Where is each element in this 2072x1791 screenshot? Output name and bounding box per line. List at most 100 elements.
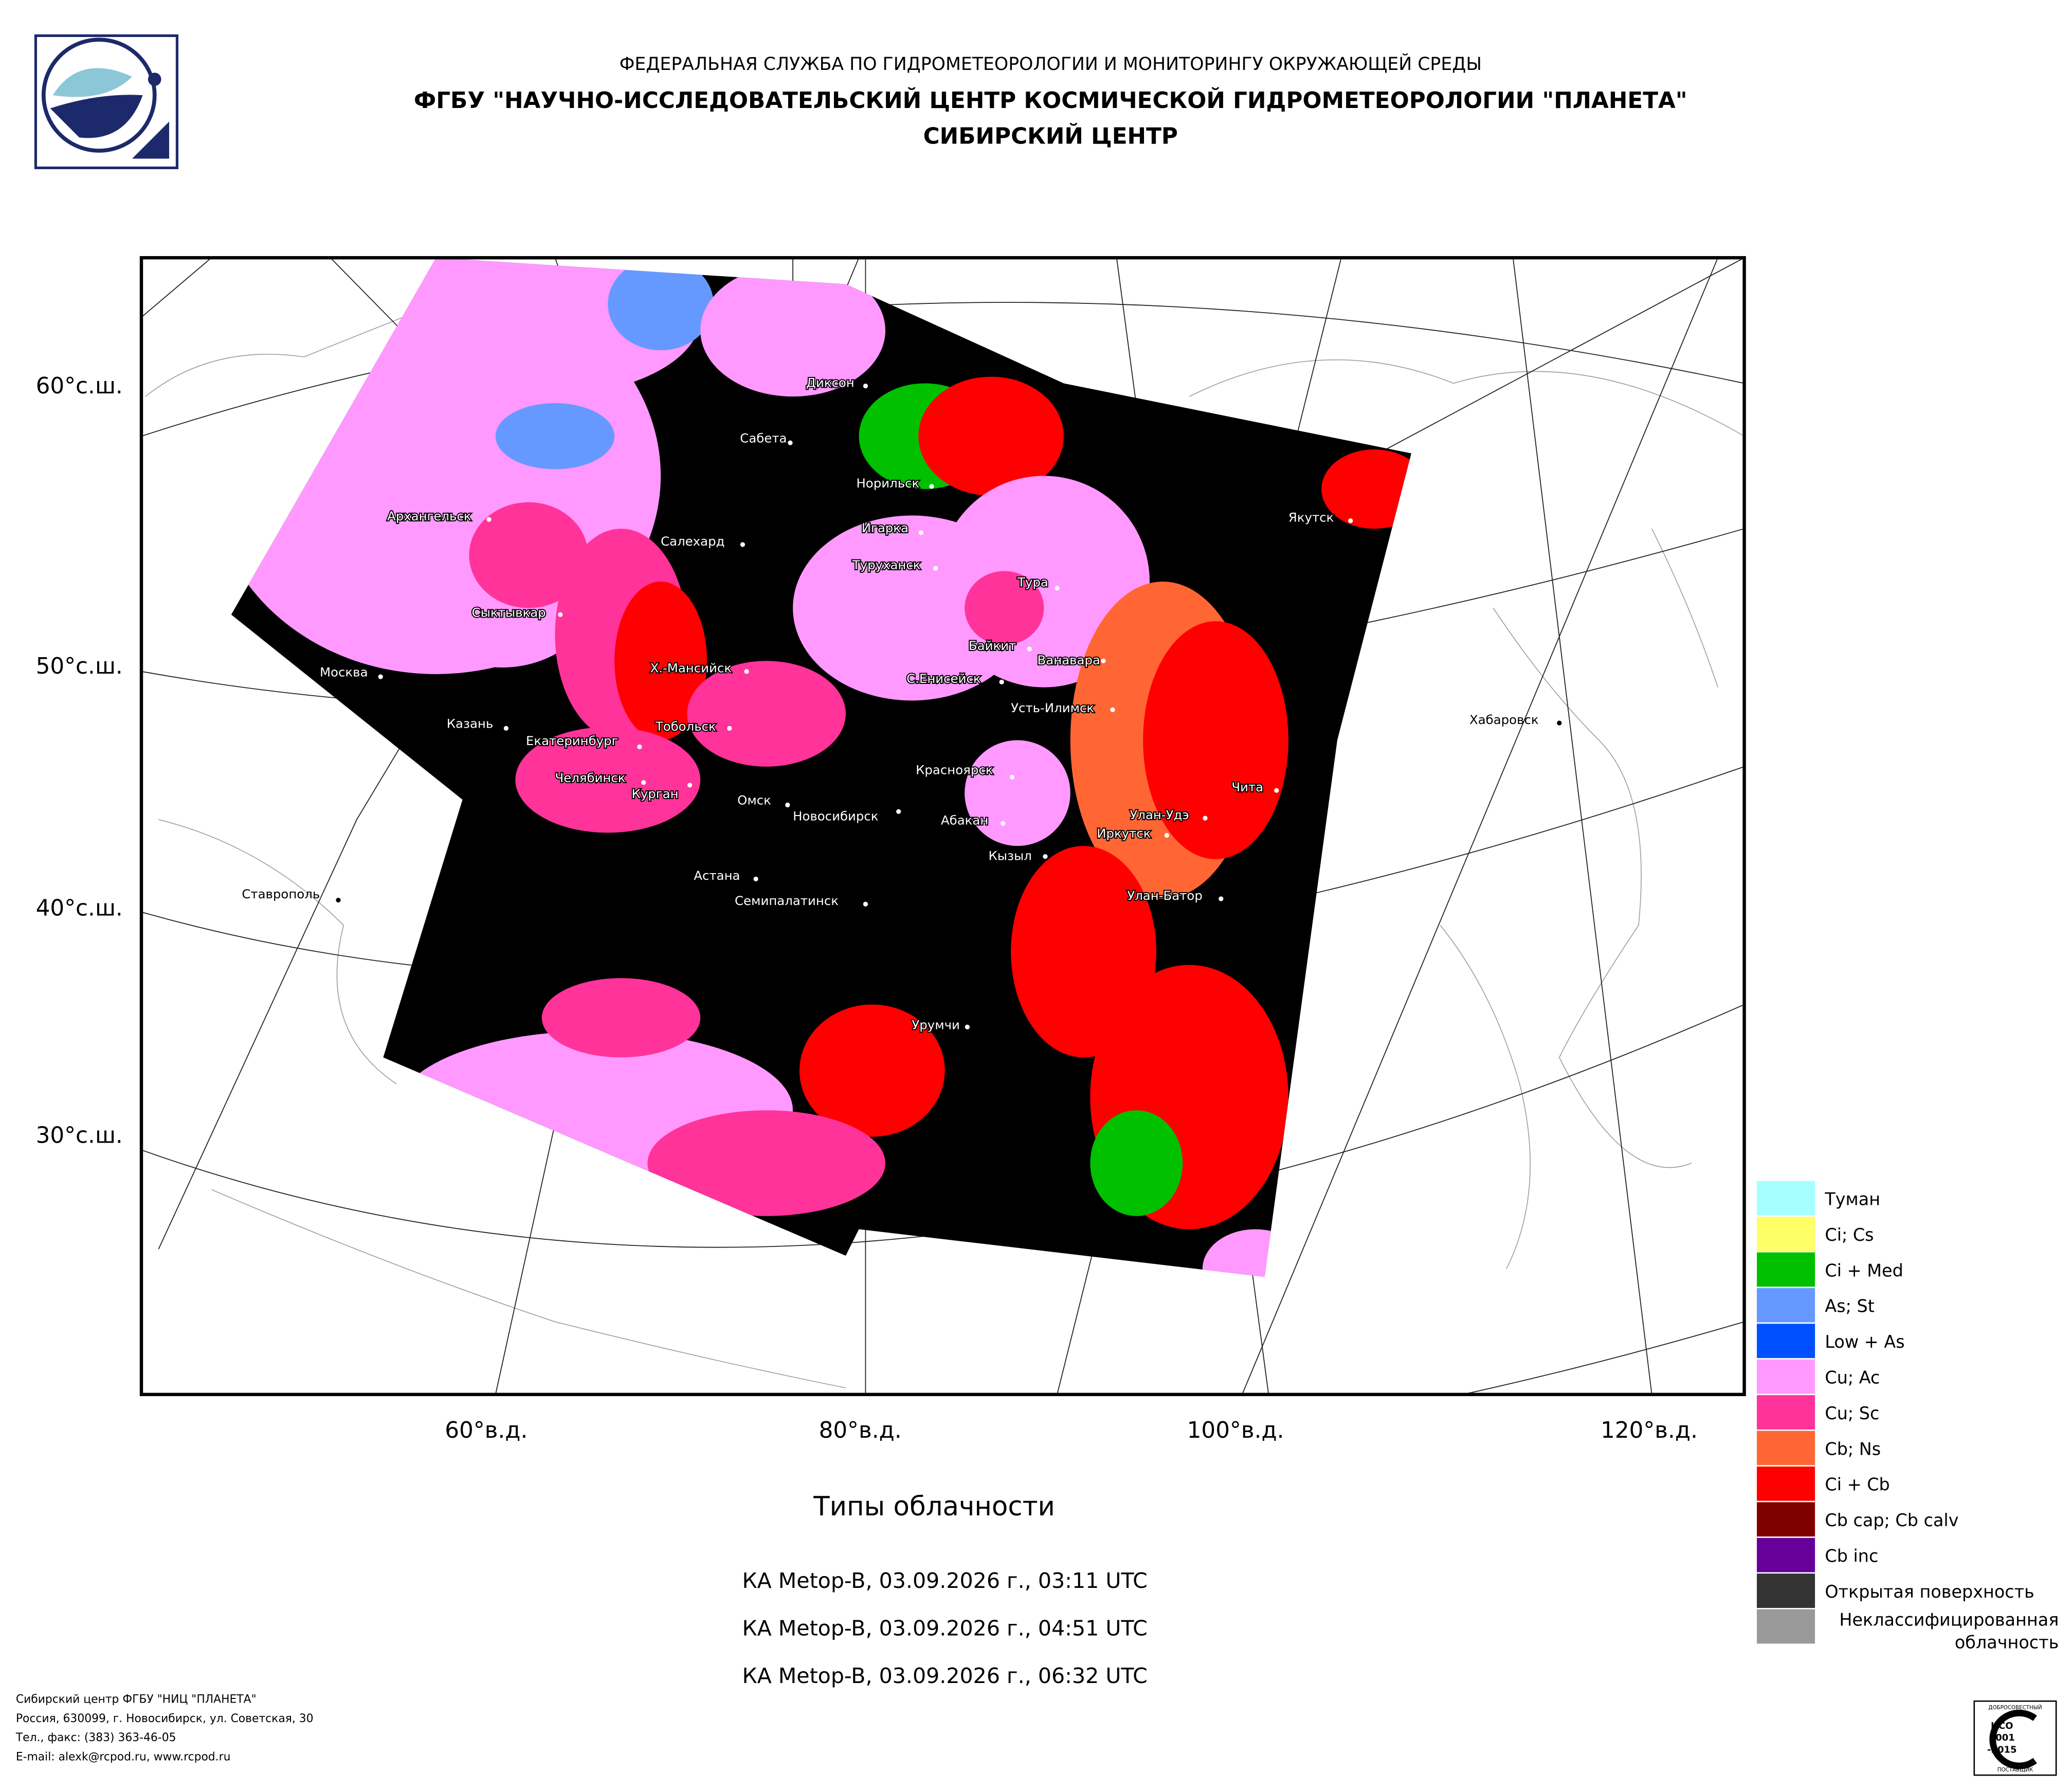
city-dot <box>1010 774 1015 780</box>
pass-line: КА Metop-B, 03.09.2026 г., 03:11 UTC <box>742 1568 1147 1593</box>
lat-label: 30°с.ш. <box>36 1123 123 1149</box>
city-label: Урумчи <box>912 1018 960 1033</box>
city-label: Чита <box>1231 780 1263 794</box>
lon-label: 100°в.д. <box>1187 1417 1284 1443</box>
city-label: Новосибирск <box>793 809 878 824</box>
legend-swatch <box>1755 1287 1816 1324</box>
legend-swatch <box>1755 1536 1816 1574</box>
city-label: Туруханск <box>852 557 921 572</box>
city-dot <box>1055 586 1060 591</box>
cert-year: -2015 <box>1987 1744 2017 1755</box>
city-dot <box>1557 720 1562 726</box>
city-dot <box>1164 833 1170 838</box>
city-dot <box>1110 707 1115 712</box>
legend-swatch <box>1755 1215 1816 1253</box>
city-dot <box>744 669 749 674</box>
city-dot <box>1348 518 1353 523</box>
city-label: Кызыл <box>988 848 1031 863</box>
header-center: ФГБУ "НАУЧНО-ИССЛЕДОВАТЕЛЬСКИЙ ЦЕНТР КОС… <box>414 86 1687 114</box>
city-label: Ванавара <box>1038 653 1100 667</box>
city-dot <box>1101 658 1106 663</box>
lat-label: 60°с.ш. <box>36 373 123 399</box>
legend-swatch <box>1755 1607 1816 1645</box>
city-dot <box>929 484 934 489</box>
city-label: Абакан <box>941 812 988 827</box>
city-dot <box>558 612 563 617</box>
cert-number: 9001 <box>1989 1732 2015 1743</box>
legend-swatch <box>1755 1394 1816 1431</box>
city-label: Омск <box>737 793 771 808</box>
map: Диксон Сабета Норильск Игарка Туруханск Салех… <box>141 258 1744 1395</box>
city-label: Сыктывкар <box>472 605 546 620</box>
city-dot <box>687 783 693 788</box>
legend-swatch <box>1755 1429 1816 1467</box>
legend-label: Туман <box>1824 1189 1880 1209</box>
lon-label: 80°в.д. <box>819 1417 902 1443</box>
footer-line: E-mail: alexk@rcpod.ru, www.rcpod.ru <box>16 1750 231 1763</box>
logo <box>34 34 178 170</box>
city-label: Екатеринбург <box>526 733 618 748</box>
city-dot <box>1001 821 1006 826</box>
city-dot <box>503 726 508 731</box>
legend-label: As; St <box>1825 1296 1874 1316</box>
city-label: Иркутск <box>1097 826 1151 841</box>
city-dot <box>1043 854 1048 859</box>
legend-swatch <box>1755 1500 1816 1538</box>
city-label: Хабаровск <box>1469 712 1539 727</box>
satellite-swath <box>231 258 1411 1277</box>
legend-swatch <box>1755 1465 1816 1503</box>
city-label: Усть-Илимск <box>1011 700 1094 715</box>
axis-labels: 60°с.ш. 50°с.ш. 40°с.ш. 30°с.ш. 60°в.д. 80°в.… <box>36 373 1698 1443</box>
city-label: Челябинск <box>555 770 625 785</box>
cert-bottom: ПОСТАВЩИК <box>1997 1767 2033 1773</box>
legend-swatch <box>1755 1322 1816 1360</box>
map-frame <box>139 256 1746 1397</box>
city-label: Улан-Удэ <box>1130 807 1189 822</box>
header-branch: СИБИРСКИЙ ЦЕНТР <box>923 122 1178 149</box>
city-label: Красноярск <box>916 763 993 777</box>
city-label: Салехард <box>661 534 724 549</box>
city-dot <box>486 517 492 522</box>
city-label: Диксон <box>806 375 855 390</box>
city-dot <box>641 780 646 785</box>
lat-label: 40°с.ш. <box>36 895 123 921</box>
city-label: Норильск <box>856 476 919 491</box>
legend-label: Cb inc <box>1825 1546 1878 1566</box>
city-label: Якутск <box>1288 510 1334 525</box>
legend: Туман Ci; Cs Ci + Med As; St Low + As Cu; Ac C… <box>1755 1180 2059 1654</box>
lat-label: 50°с.ш. <box>36 653 123 679</box>
city-label: С.Енисейск <box>906 671 980 686</box>
city-dot <box>863 383 868 389</box>
city-dot <box>1274 788 1279 793</box>
pass-list: КА Metop-B, 03.09.2026 г., 03:11 UTC КА M… <box>742 1568 1147 1688</box>
certificate: ДОБРОСОВЕСТНЫЙ ИСО 9001 -2015 ПОСТАВЩИК <box>1973 1700 2057 1776</box>
city-dot <box>1219 896 1224 901</box>
city-label: Тобольск <box>655 719 716 734</box>
city-dot <box>727 726 732 731</box>
city-label: Архангельск <box>387 509 471 523</box>
pass-line: КА Metop-B, 03.09.2026 г., 04:51 UTC <box>742 1616 1147 1640</box>
city-label: Сабета <box>740 430 787 445</box>
city-label: Ставрополь <box>242 887 320 901</box>
city-dot <box>933 566 938 571</box>
city-dot <box>999 679 1004 684</box>
city-dot <box>336 897 341 903</box>
footer-line: Сибирский центр ФГБУ "НИЦ "ПЛАНЕТА" <box>16 1693 257 1706</box>
city-dot <box>896 809 901 814</box>
city-dot <box>918 530 924 535</box>
footer-line: Тел., факс: (383) 363-46-05 <box>15 1731 176 1744</box>
city-label: Москва <box>320 664 368 679</box>
city-label: Казань <box>447 716 494 731</box>
city-dot <box>788 440 793 445</box>
city-label: Курган <box>632 786 679 801</box>
legend-label: Ci + Cb <box>1825 1475 1889 1495</box>
legend-label: Cu; Ac <box>1825 1368 1880 1388</box>
city-label: Семипалатинск <box>735 893 839 908</box>
city-layer: Диксон Сабета Норильск Игарка Туруханск Салех… <box>242 374 1562 1034</box>
city-dot <box>637 744 642 749</box>
legend-label: Low + As <box>1825 1332 1904 1352</box>
city-dot <box>753 876 758 881</box>
cert-top: ДОБРОСОВЕСТНЫЙ <box>1988 1704 2042 1711</box>
